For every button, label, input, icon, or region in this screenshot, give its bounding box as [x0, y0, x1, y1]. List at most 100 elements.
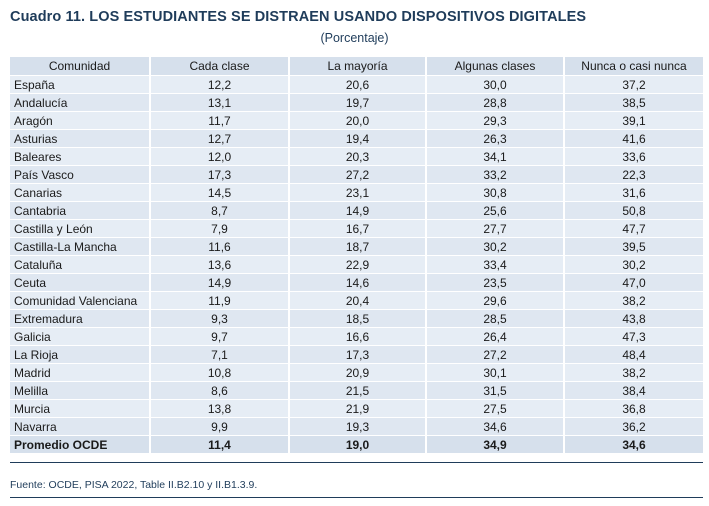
value-cell: 20,4 — [288, 291, 426, 310]
value-cell: 50,8 — [563, 201, 703, 220]
region-cell: España — [10, 75, 150, 94]
divider — [10, 462, 703, 463]
table-row: Madrid 10,8 20,9 30,1 38,2 — [10, 363, 703, 382]
table-row: La Rioja 7,1 17,3 27,2 48,4 — [10, 345, 703, 364]
value-cell: 47,0 — [563, 273, 703, 292]
value-cell: 11,6 — [149, 237, 289, 256]
value-cell: 39,5 — [563, 237, 703, 256]
value-cell: 13,1 — [149, 93, 289, 112]
value-cell: 33,2 — [425, 165, 564, 184]
value-cell: 28,8 — [425, 93, 564, 112]
value-cell: 20,9 — [288, 363, 426, 382]
value-cell: 29,3 — [425, 111, 564, 130]
value-cell: 19,4 — [288, 129, 426, 148]
table-row: Melilla 8,6 21,5 31,5 38,4 — [10, 381, 703, 400]
table-row: Ceuta 14,9 14,6 23,5 47,0 — [10, 273, 703, 292]
value-cell: 20,3 — [288, 147, 426, 166]
column-header: Comunidad — [10, 57, 150, 76]
region-cell: País Vasco — [10, 165, 150, 184]
value-cell: 29,6 — [425, 291, 564, 310]
value-cell: 38,4 — [563, 381, 703, 400]
value-cell: 33,4 — [425, 255, 564, 274]
value-cell: 27,5 — [425, 399, 564, 418]
value-cell: 17,3 — [288, 345, 426, 364]
value-cell: 38,5 — [563, 93, 703, 112]
value-cell: 28,5 — [425, 309, 564, 328]
value-cell: 7,9 — [149, 219, 289, 238]
region-cell: Extremadura — [10, 309, 150, 328]
table-row: España 12,2 20,6 30,0 37,2 — [10, 75, 703, 94]
table-row: Galicia 9,7 16,6 26,4 47,3 — [10, 327, 703, 346]
value-cell: 22,9 — [288, 255, 426, 274]
region-cell: Galicia — [10, 327, 150, 346]
column-header: Nunca o casi nunca — [563, 57, 703, 76]
region-cell: Castilla y León — [10, 219, 150, 238]
value-cell: 26,4 — [425, 327, 564, 346]
table-row: Cantabria 8,7 14,9 25,6 50,8 — [10, 201, 703, 220]
value-cell: 31,5 — [425, 381, 564, 400]
value-cell: 9,7 — [149, 327, 289, 346]
value-cell: 30,0 — [425, 75, 564, 94]
table-row: Aragón 11,7 20,0 29,3 39,1 — [10, 111, 703, 130]
region-cell: Comunidad Valenciana — [10, 291, 150, 310]
value-cell: 7,1 — [149, 345, 289, 364]
value-cell: 34,9 — [425, 435, 564, 454]
region-cell: Cantabria — [10, 201, 150, 220]
value-cell: 18,5 — [288, 309, 426, 328]
divider — [10, 497, 703, 498]
value-cell: 16,6 — [288, 327, 426, 346]
data-table: Comunidad Cada clase La mayoría Algunas … — [10, 57, 703, 454]
region-cell: Andalucía — [10, 93, 150, 112]
value-cell: 11,9 — [149, 291, 289, 310]
value-cell: 30,8 — [425, 183, 564, 202]
table-row: Cataluña 13,6 22,9 33,4 30,2 — [10, 255, 703, 274]
value-cell: 31,6 — [563, 183, 703, 202]
region-cell: Cataluña — [10, 255, 150, 274]
value-cell: 27,2 — [288, 165, 426, 184]
value-cell: 47,3 — [563, 327, 703, 346]
value-cell: 21,9 — [288, 399, 426, 418]
value-cell: 11,7 — [149, 111, 289, 130]
value-cell: 36,2 — [563, 417, 703, 436]
value-cell: 34,6 — [563, 435, 703, 454]
value-cell: 18,7 — [288, 237, 426, 256]
table-row: Navarra 9,9 19,3 34,6 36,2 — [10, 417, 703, 436]
value-cell: 14,6 — [288, 273, 426, 292]
value-cell: 14,5 — [149, 183, 289, 202]
value-cell: 13,6 — [149, 255, 289, 274]
region-cell: Madrid — [10, 363, 150, 382]
region-cell: Ceuta — [10, 273, 150, 292]
table-row: Castilla-La Mancha 11,6 18,7 30,2 39,5 — [10, 237, 703, 256]
value-cell: 25,6 — [425, 201, 564, 220]
value-cell: 19,7 — [288, 93, 426, 112]
value-cell: 19,0 — [288, 435, 426, 454]
value-cell: 23,5 — [425, 273, 564, 292]
value-cell: 14,9 — [288, 201, 426, 220]
region-cell: Baleares — [10, 147, 150, 166]
value-cell: 16,7 — [288, 219, 426, 238]
table-row-total: Promedio OCDE 11,4 19,0 34,9 34,6 — [10, 435, 703, 454]
value-cell: 27,2 — [425, 345, 564, 364]
column-header: La mayoría — [288, 57, 426, 76]
region-cell: Asturias — [10, 129, 150, 148]
table-row: Andalucía 13,1 19,7 28,8 38,5 — [10, 93, 703, 112]
value-cell: 13,8 — [149, 399, 289, 418]
value-cell: 12,0 — [149, 147, 289, 166]
value-cell: 43,8 — [563, 309, 703, 328]
value-cell: 47,7 — [563, 219, 703, 238]
table-row: Asturias 12,7 19,4 26,3 41,6 — [10, 129, 703, 148]
value-cell: 8,6 — [149, 381, 289, 400]
value-cell: 8,7 — [149, 201, 289, 220]
value-cell: 30,1 — [425, 363, 564, 382]
value-cell: 22,3 — [563, 165, 703, 184]
value-cell: 48,4 — [563, 345, 703, 364]
value-cell: 36,8 — [563, 399, 703, 418]
value-cell: 9,3 — [149, 309, 289, 328]
value-cell: 12,2 — [149, 75, 289, 94]
table-row: Murcia 13,8 21,9 27,5 36,8 — [10, 399, 703, 418]
value-cell: 33,6 — [563, 147, 703, 166]
value-cell: 11,4 — [149, 435, 289, 454]
value-cell: 38,2 — [563, 363, 703, 382]
region-cell: Canarias — [10, 183, 150, 202]
